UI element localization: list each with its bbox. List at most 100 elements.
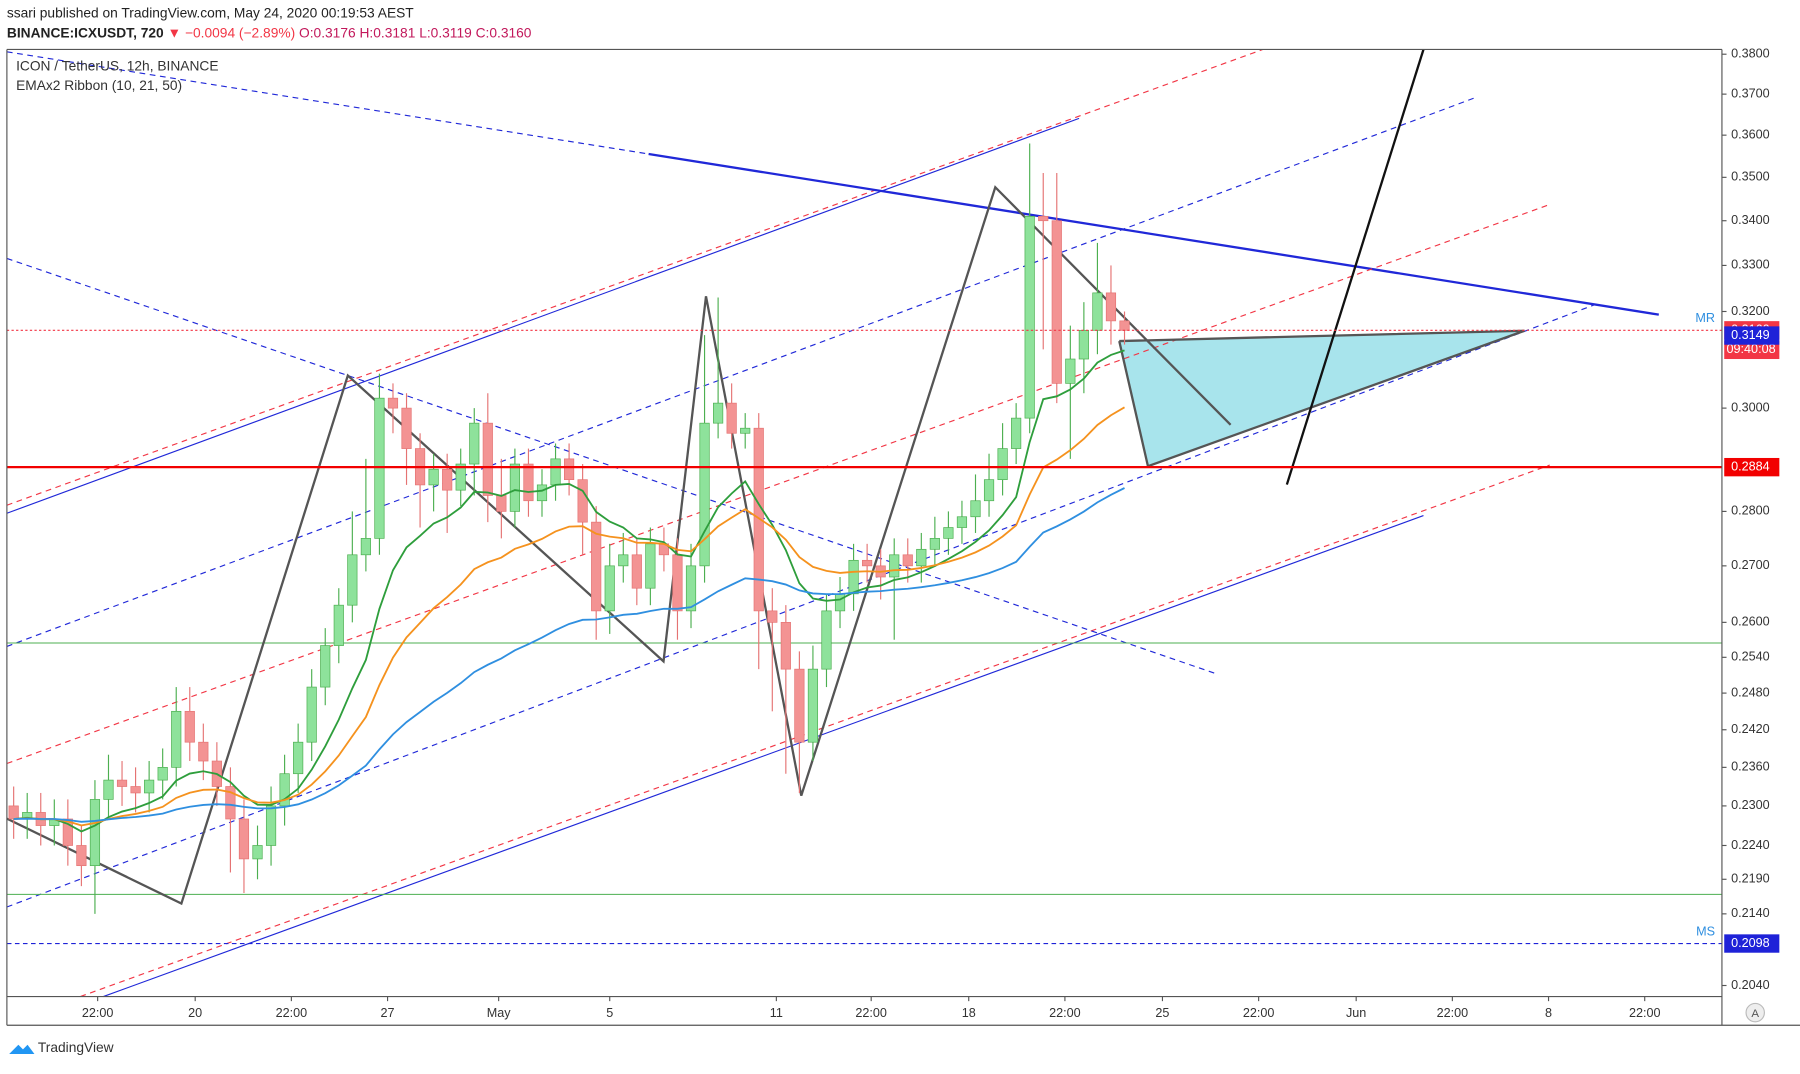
- candle-body: [116, 779, 128, 787]
- price-label-box: [1724, 457, 1780, 477]
- chart-title: ICON / TetherUS, 12h, BINANCE: [16, 58, 218, 73]
- candle-body: [604, 565, 615, 612]
- trend-line: [648, 152, 1659, 316]
- triangle-fill: [1119, 330, 1525, 467]
- candle-body: [997, 448, 1008, 481]
- countdown-box: [1724, 340, 1780, 360]
- candle-body: [848, 559, 859, 595]
- candle-body: [171, 710, 182, 768]
- channel-line: [6, 48, 1263, 506]
- candle-body: [130, 786, 141, 794]
- candle-body: [360, 538, 371, 556]
- candle-body: [265, 805, 277, 846]
- candle-body: [713, 402, 724, 424]
- channel-line: [6, 97, 1476, 647]
- brand: TradingView: [38, 1040, 114, 1055]
- candle-body: [306, 686, 317, 743]
- candle-body: [753, 427, 764, 612]
- candle-body: [455, 463, 466, 491]
- y-tick-label: 0.3400: [1731, 213, 1770, 227]
- y-tick-label: 0.3300: [1731, 258, 1770, 272]
- y-tick-label: 0.3600: [1731, 127, 1770, 141]
- candle-body: [8, 805, 19, 820]
- trend-line: [6, 257, 1218, 675]
- ohlc: C:0.3160: [476, 25, 532, 40]
- candle-body: [983, 479, 995, 502]
- y-tick-label: 0.2190: [1731, 872, 1770, 886]
- ohlc: O:0.3176: [299, 25, 356, 40]
- x-tick-label: 22:00: [82, 1006, 114, 1020]
- trend-line: [6, 51, 649, 155]
- candle-body: [1065, 358, 1076, 384]
- candle-body: [767, 610, 778, 623]
- candle-body: [225, 786, 236, 820]
- candle-body: [387, 397, 399, 409]
- price-label-box: [1724, 934, 1780, 953]
- auto-label[interactable]: A: [1751, 1008, 1759, 1020]
- candle-body: [862, 559, 873, 567]
- candle-body: [1024, 215, 1035, 419]
- level-name: MS: [1696, 924, 1715, 938]
- candle-body: [834, 593, 846, 612]
- candle-body: [577, 479, 588, 523]
- arrow: ▼: [168, 25, 182, 40]
- candle-body: [144, 779, 155, 794]
- indicator: EMAx2 Ribbon (10, 21, 50): [16, 78, 182, 93]
- ohlc: H:0.3181: [359, 25, 415, 40]
- candle-body: [252, 845, 263, 860]
- candle-body: [62, 818, 73, 846]
- y-tick-label: 0.3000: [1731, 400, 1770, 414]
- ohlc: L:0.3119: [419, 25, 472, 40]
- candle-body: [509, 463, 520, 512]
- candle-body: [1078, 329, 1089, 360]
- y-tick-label: 0.3700: [1731, 86, 1770, 100]
- channel-line: [6, 203, 1550, 765]
- price-label: 0.3149: [1731, 328, 1770, 342]
- x-tick-label: Jun: [1346, 1006, 1366, 1020]
- symbol-line: BINANCE:ICXUSDT, 720 ▼ −0.0094 (−2.89%) …: [7, 25, 532, 40]
- x-tick-label: 22:00: [855, 1006, 887, 1020]
- candle-body: [807, 668, 819, 743]
- candle-body: [685, 565, 697, 612]
- candle-body: [279, 773, 290, 807]
- y-tick-label: 0.3500: [1731, 170, 1770, 184]
- triangle: [1118, 329, 1525, 468]
- publisher: ssari published on TradingView.com, May …: [7, 6, 414, 21]
- channel-line: [6, 303, 1596, 908]
- candle-body: [956, 516, 968, 528]
- y-tick-label: 0.2800: [1731, 504, 1770, 518]
- candle-body: [469, 422, 480, 465]
- candle-body: [536, 484, 548, 502]
- candle-body: [645, 543, 656, 589]
- y-tick-label: 0.2700: [1731, 558, 1770, 572]
- candle-body: [401, 407, 412, 449]
- candle-body: [293, 741, 304, 775]
- candle-body: [794, 668, 805, 743]
- candle-body: [740, 427, 751, 434]
- candle-body: [902, 554, 913, 567]
- y-tick-label: 0.2360: [1731, 760, 1770, 774]
- y-tick-label: 0.2140: [1731, 906, 1770, 920]
- y-tick-label: 0.2040: [1731, 978, 1770, 992]
- y-tick-label: 0.2480: [1731, 685, 1770, 699]
- candle-body: [347, 554, 358, 606]
- drawings: [6, 48, 1722, 998]
- candle-body: [631, 554, 642, 589]
- candle-body: [591, 521, 602, 612]
- candle-body: [943, 527, 954, 539]
- x-tick-label: 22:00: [276, 1006, 308, 1020]
- candle-body: [916, 548, 927, 567]
- price-label: 0.2098: [1731, 936, 1770, 950]
- y-tick-label: 0.2540: [1731, 650, 1770, 664]
- candle-body: [157, 767, 168, 781]
- countdown: 09:40:08: [1727, 342, 1776, 356]
- ema-line: [13, 487, 1125, 823]
- y-tick-label: 0.2420: [1731, 722, 1770, 736]
- auto-button[interactable]: [1745, 1002, 1765, 1023]
- candle-body: [780, 622, 791, 670]
- candle-body: [1105, 292, 1117, 322]
- x-tick-label: 20: [188, 1006, 202, 1020]
- candle-body: [1011, 417, 1022, 449]
- candle-body: [1119, 320, 1130, 331]
